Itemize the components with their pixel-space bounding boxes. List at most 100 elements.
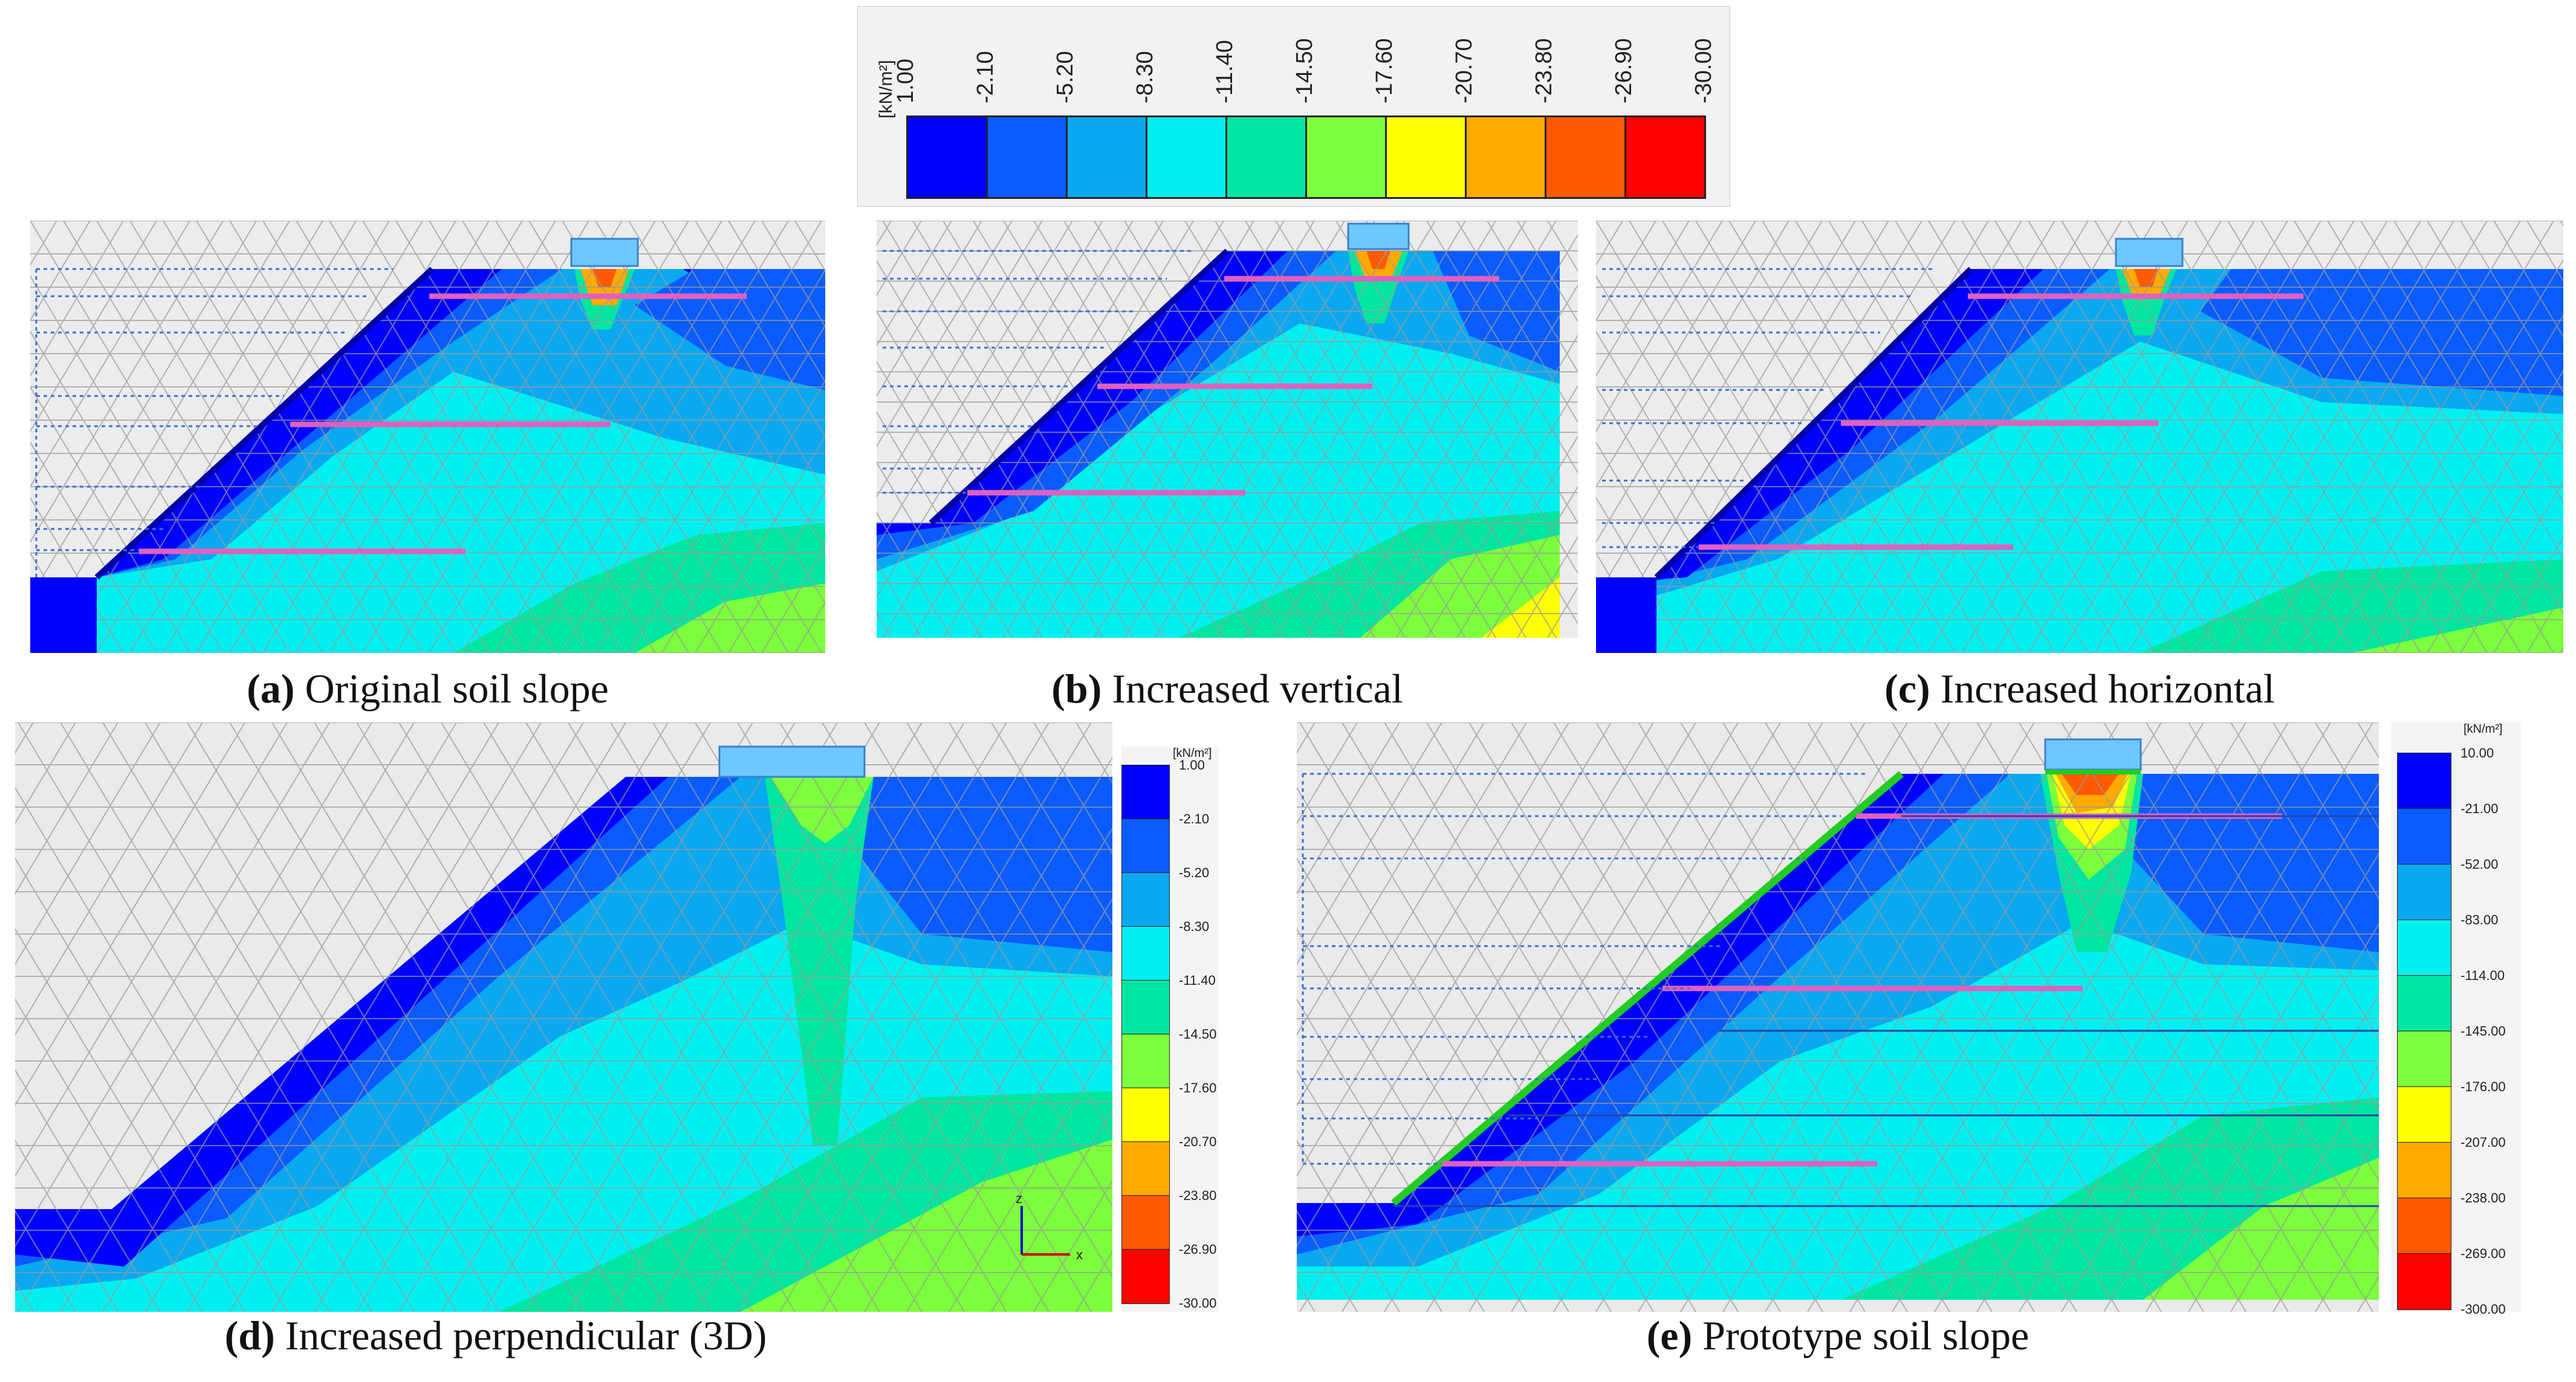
legend-tick-label: -5.20 [1053, 51, 1078, 103]
legend_e-tick-label: -83.00 [2461, 912, 2499, 927]
panel-a-original-slope [30, 221, 825, 653]
legend-tick-label: -30.00 [1691, 38, 1716, 103]
caption-b-letter: (b) [1051, 666, 1102, 712]
legend-tick-label: -20.70 [1452, 38, 1477, 103]
caption-d: (d) Increased perpendicular (3D) [15, 1312, 976, 1360]
legend-swatch-8 [1545, 115, 1626, 199]
legend_e-tick-label: -207.00 [2461, 1135, 2506, 1150]
caption-a: (a) Original soil slope [30, 665, 825, 713]
panel-e-mesh [1297, 722, 2379, 1312]
legend_e-tick-label: -21.00 [2461, 801, 2499, 816]
caption-e: (e) Prototype soil slope [1297, 1312, 2379, 1360]
legend_d-swatch-2 [1121, 872, 1170, 927]
panel-c-plot [1596, 221, 2563, 653]
legend_d-tick-label: -26.90 [1179, 1242, 1217, 1257]
panel-d-increased-perpendicular: z x [15, 722, 1112, 1312]
legend_e-swatch-3 [2397, 920, 2451, 976]
legend_e-tick-label: -269.00 [2461, 1246, 2506, 1261]
caption-d-text: Increased perpendicular (3D) [274, 1312, 767, 1358]
legend-tick-label: -2.10 [973, 51, 998, 103]
legend_d-tick-label: -5.20 [1179, 865, 1210, 880]
panel-d-color-legend: [kN/m²] 1.00 -2.10 -5.20 -8.30 -11.40 -14.50 -… [1121, 747, 1218, 1312]
legend-swatch-7 [1465, 115, 1546, 199]
legend_e-tick-label: 10.00 [2461, 745, 2494, 761]
legend_d-tick-label: -23.80 [1179, 1188, 1217, 1203]
caption-e-text: Prototype soil slope [1692, 1312, 2029, 1358]
caption-a-text: Original soil slope [294, 666, 609, 712]
panel-b-mesh [877, 221, 1578, 638]
legend_d-swatch-3 [1121, 926, 1170, 981]
panel-d-mesh [15, 722, 1112, 1312]
legend_e-swatch-1 [2397, 808, 2451, 865]
legend_d-tick-label: -30.00 [1179, 1296, 1217, 1311]
panel-e-load-plate [2044, 738, 2142, 771]
caption-c-letter: (c) [1884, 666, 1930, 712]
panel-e-plot [1297, 722, 2379, 1312]
legend-tick-label: -11.40 [1212, 40, 1238, 103]
caption-b: (b) Increased vertical [877, 665, 1578, 713]
panel-d-plot: z x [15, 722, 1112, 1312]
legend_e-swatch-2 [2397, 864, 2451, 921]
legend_d-tick-label: -17.60 [1179, 1080, 1217, 1095]
legend-swatch-2 [1066, 115, 1147, 199]
legend_d-tick-label: -11.40 [1179, 973, 1216, 988]
legend-swatch-4 [1225, 115, 1307, 199]
legend_d-tick-label: -8.30 [1179, 919, 1210, 934]
axis-x-label: x [1076, 1247, 1083, 1262]
legend_e-tick-label: -176.00 [2461, 1079, 2506, 1094]
legend_d-swatch-4 [1121, 980, 1170, 1035]
panel-b-increased-vertical [877, 221, 1578, 638]
legend_e-swatch-6 [2397, 1086, 2451, 1143]
legend-e-unit: [kN/m²] [2464, 722, 2503, 736]
legend_e-tick-label: -114.00 [2461, 968, 2505, 983]
top-color-legend: [kN/m²] 1.00 -2.10 -5.20 -8.30 -11.40 -14.50-… [857, 6, 1730, 207]
legend-tick-label: -8.30 [1132, 51, 1158, 103]
caption-e-letter: (e) [1646, 1312, 1693, 1358]
legend-tick-label: -26.90 [1611, 38, 1637, 103]
legend_d-swatch-7 [1121, 1141, 1170, 1196]
legend_d-swatch-9 [1121, 1249, 1170, 1304]
legend_e-swatch-5 [2397, 1031, 2451, 1088]
panel-e-color-legend: [kN/m²] 10.00 -21.00 -52.00 -83.00 -114.00 -1… [2391, 722, 2521, 1317]
caption-d-letter: (d) [224, 1312, 275, 1358]
legend-swatch-9 [1624, 115, 1706, 199]
legend_e-tick-label: -238.00 [2461, 1190, 2506, 1205]
legend_d-swatch-1 [1121, 819, 1170, 874]
legend_e-tick-label: -300.00 [2461, 1302, 2506, 1317]
legend_e-swatch-8 [2397, 1198, 2451, 1254]
panel-c-mesh [1596, 221, 2563, 653]
legend_e-swatch-4 [2397, 975, 2451, 1032]
legend_d-tick-label: -2.10 [1179, 811, 1210, 826]
panel-a-plot [30, 221, 825, 653]
axis-z-label: z [1016, 1191, 1022, 1206]
panel-a-nails [139, 293, 747, 554]
panel-e-prototype-slope [1297, 722, 2379, 1312]
legend-swatch-3 [1146, 115, 1227, 199]
panel-c-increased-horizontal [1596, 221, 2563, 653]
legend-tick-label: -14.50 [1292, 38, 1317, 103]
legend-swatch-5 [1305, 115, 1387, 199]
legend-tick-label: 1.00 [893, 59, 918, 103]
legend_e-swatch-9 [2397, 1253, 2451, 1310]
legend_d-tick-label: -20.70 [1179, 1134, 1217, 1149]
caption-b-text: Increased vertical [1101, 666, 1403, 712]
legend_d-swatch-5 [1121, 1034, 1170, 1089]
legend-tick-label: -23.80 [1531, 38, 1557, 103]
panel-b-plot [877, 221, 1578, 638]
panel-c-nails [1699, 293, 2303, 550]
legend_d-swatch-6 [1121, 1088, 1170, 1143]
legend-tick-label: -17.60 [1372, 38, 1397, 103]
caption-c: (c) Increased horizontal [1596, 665, 2563, 713]
legend_d-tick-label: -14.50 [1179, 1027, 1217, 1042]
legend-swatch-1 [986, 115, 1068, 199]
axis-triad: z x [1016, 1191, 1083, 1262]
legend_e-tick-label: -145.00 [2461, 1024, 2506, 1039]
legend_d-swatch-8 [1121, 1195, 1170, 1250]
panel-d-load-plate [718, 745, 866, 778]
legend-d-unit: [kN/m²] [1173, 747, 1212, 760]
legend-swatch-0 [906, 115, 988, 199]
caption-c-text: Increased horizontal [1930, 666, 2275, 712]
legend-swatch-6 [1385, 115, 1467, 199]
legend_d-tick-label: 1.00 [1179, 758, 1205, 773]
legend_e-tick-label: -52.00 [2461, 857, 2499, 872]
